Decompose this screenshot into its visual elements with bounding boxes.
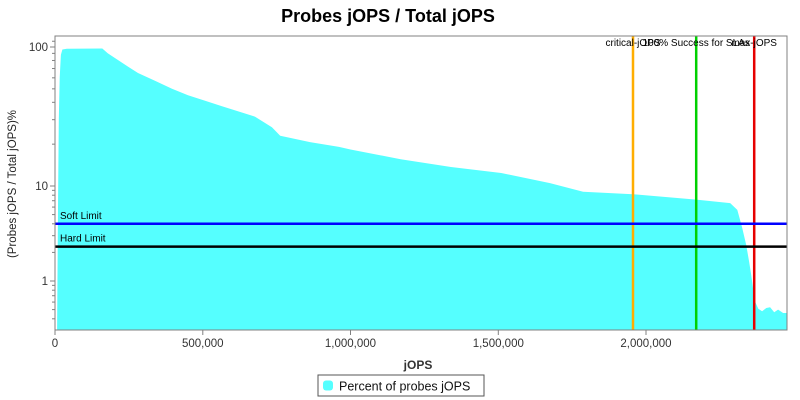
- h-marker-label-0: Soft Limit: [60, 211, 102, 222]
- y-tick-label: 10: [35, 181, 48, 193]
- y-tick-label: 1: [42, 276, 48, 288]
- h-marker-label-1: Hard Limit: [60, 234, 106, 245]
- legend-series-swatch: [323, 380, 333, 391]
- area-series: [57, 48, 788, 330]
- chart-title: Probes jOPS / Total jOPS: [281, 6, 495, 26]
- x-tick-label: 1,500,000: [473, 338, 524, 350]
- x-axis-title: jOPS: [403, 358, 433, 372]
- legend-box: [317, 374, 485, 397]
- legend: Percent of probes jOPS: [317, 374, 485, 397]
- x-tick-label: 0: [52, 338, 58, 350]
- legend-series-label: Percent of probes jOPS: [339, 380, 470, 394]
- y-tick-label: 100: [29, 42, 48, 54]
- x-tick-label: 2,000,000: [620, 338, 671, 350]
- v-marker-label-1: 100% Success for SLAs: [643, 38, 750, 49]
- y-axis-title: (Probes jOPS / Total jOPS)%: [7, 110, 19, 258]
- plot-area: 0 500,000 1,000,000 1,500,000 2,000,000 100 10…: [29, 35, 788, 350]
- plot-border: [54, 35, 788, 331]
- v-marker-label-0: critical-jOPS: [605, 38, 660, 49]
- x-tick-label: 1,000,000: [325, 338, 376, 350]
- x-tick-label: 500,000: [182, 338, 224, 350]
- v-marker-label-2: max-jOPS: [731, 38, 777, 49]
